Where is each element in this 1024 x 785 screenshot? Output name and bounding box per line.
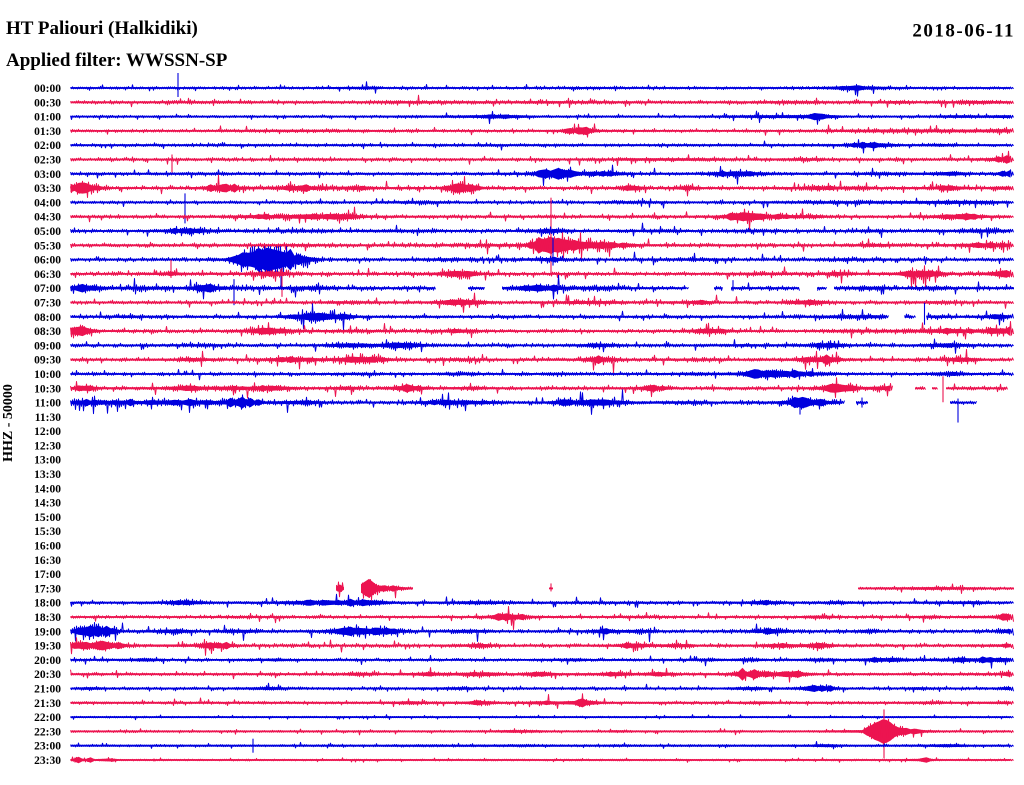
- svg-text:20:30: 20:30: [34, 669, 61, 681]
- svg-text:22:00: 22:00: [34, 712, 61, 724]
- svg-text:22:30: 22:30: [34, 726, 61, 738]
- svg-text:23:30: 23:30: [34, 755, 61, 767]
- svg-text:07:00: 07:00: [34, 283, 61, 295]
- svg-text:09:30: 09:30: [34, 355, 61, 367]
- svg-text:18:30: 18:30: [34, 612, 61, 624]
- svg-text:00:00: 00:00: [34, 83, 61, 95]
- svg-text:08:00: 08:00: [34, 312, 61, 324]
- svg-text:HT Paliouri (Halkidiki): HT Paliouri (Halkidiki): [6, 18, 198, 39]
- svg-text:11:00: 11:00: [35, 398, 61, 410]
- svg-text:14:00: 14:00: [34, 483, 61, 495]
- svg-text:09:00: 09:00: [34, 340, 61, 352]
- svg-text:10:00: 10:00: [34, 369, 61, 381]
- svg-text:15:00: 15:00: [34, 512, 61, 524]
- svg-text:23:00: 23:00: [34, 741, 61, 753]
- svg-text:19:00: 19:00: [34, 626, 61, 638]
- svg-text:05:30: 05:30: [34, 240, 61, 252]
- svg-text:21:00: 21:00: [34, 684, 61, 696]
- svg-text:Applied filter: WWSSN-SP: Applied filter: WWSSN-SP: [6, 50, 228, 71]
- svg-text:14:30: 14:30: [34, 498, 61, 510]
- svg-text:08:30: 08:30: [34, 326, 61, 338]
- svg-text:10:30: 10:30: [34, 383, 61, 395]
- svg-text:19:30: 19:30: [34, 641, 61, 653]
- svg-text:16:30: 16:30: [34, 555, 61, 567]
- svg-text:01:30: 01:30: [34, 126, 61, 138]
- svg-text:06:00: 06:00: [34, 255, 61, 267]
- svg-text:01:00: 01:00: [34, 112, 61, 124]
- svg-text:18:00: 18:00: [34, 598, 61, 610]
- svg-text:03:30: 03:30: [34, 183, 61, 195]
- svg-text:21:30: 21:30: [34, 698, 61, 710]
- svg-text:13:30: 13:30: [34, 469, 61, 481]
- svg-text:17:30: 17:30: [34, 583, 61, 595]
- svg-text:05:00: 05:00: [34, 226, 61, 238]
- svg-text:2018-06-11: 2018-06-11: [912, 20, 1015, 41]
- svg-text:11:30: 11:30: [35, 412, 61, 424]
- svg-text:20:00: 20:00: [34, 655, 61, 667]
- svg-text:04:30: 04:30: [34, 212, 61, 224]
- svg-text:12:00: 12:00: [34, 426, 61, 438]
- svg-text:15:30: 15:30: [34, 526, 61, 538]
- svg-text:07:30: 07:30: [34, 298, 61, 310]
- svg-text:02:30: 02:30: [34, 155, 61, 167]
- svg-text:17:00: 17:00: [34, 569, 61, 581]
- svg-text:HHZ - 50000: HHZ - 50000: [1, 384, 16, 462]
- svg-text:02:00: 02:00: [34, 140, 61, 152]
- svg-text:06:30: 06:30: [34, 269, 61, 281]
- svg-text:12:30: 12:30: [34, 440, 61, 452]
- svg-text:04:00: 04:00: [34, 197, 61, 209]
- svg-text:13:00: 13:00: [34, 455, 61, 467]
- svg-text:16:00: 16:00: [34, 541, 61, 553]
- svg-text:00:30: 00:30: [34, 97, 61, 109]
- svg-text:03:00: 03:00: [34, 169, 61, 181]
